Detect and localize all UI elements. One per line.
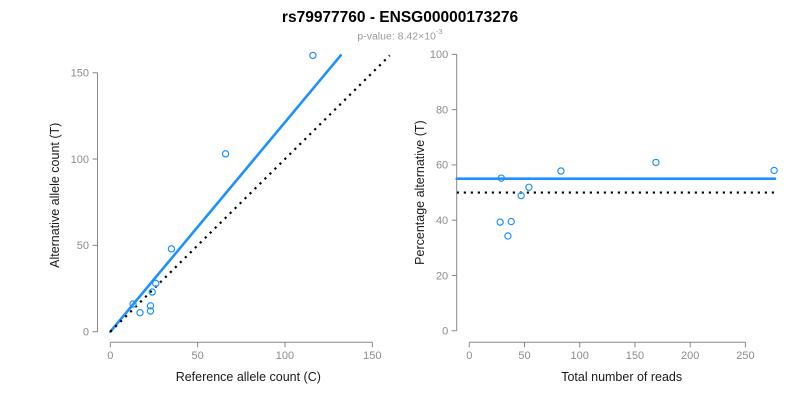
y-axis-title: Alternative allele count (T)	[48, 123, 62, 268]
y-axis-title: Percentage alternative (T)	[413, 120, 427, 265]
data-point	[152, 279, 160, 288]
data-point	[496, 218, 504, 226]
data-point	[129, 300, 137, 308]
x-tick-label: 250	[736, 350, 754, 362]
data-point	[652, 158, 660, 167]
data-point	[309, 51, 317, 60]
x-tick-label: 0	[466, 350, 472, 362]
data-point	[146, 302, 155, 310]
x-tick-label: 50	[192, 350, 204, 362]
data-point	[504, 232, 512, 240]
y-tick-label: 40	[436, 215, 448, 227]
y-tick-label: 0	[83, 327, 89, 339]
data-point	[507, 217, 515, 226]
y-tick-label: 60	[436, 160, 448, 172]
x-tick-label: 100	[276, 350, 294, 362]
data-point	[136, 309, 144, 317]
allele-counts-plot: 0 50 100 150 0 50 100 150 Reference allele count…	[48, 51, 391, 384]
plot-title: rs79977760 - ENSG00000173276	[281, 9, 519, 26]
x-tick-label: 150	[626, 350, 644, 362]
x-tick-label: 100	[571, 350, 589, 362]
y-tick-label: 80	[436, 104, 448, 116]
x-tick-label: 200	[681, 350, 699, 362]
x-tick-label: 50	[518, 350, 530, 362]
pvalue-text: p-value: 8.42×10	[357, 30, 436, 43]
data-point	[525, 183, 533, 191]
x-axis-title: Reference allele count (C)	[176, 370, 321, 384]
identity-line	[109, 54, 391, 333]
y-tick-label: 20	[436, 270, 448, 282]
y-tick-label: 0	[442, 326, 448, 338]
percentage-alternative-plot: 0 20 40 60 80 100 0 50 100 150 200 250 Total number …	[413, 49, 778, 384]
y-tick-label: 100	[430, 49, 448, 61]
pvalue-exponent: -3	[435, 27, 443, 36]
y-tick-label: 50	[77, 240, 89, 252]
data-point	[497, 174, 505, 182]
y-tick-label: 150	[71, 67, 89, 79]
data-point	[517, 191, 525, 200]
data-point	[557, 167, 565, 175]
x-tick-label: 0	[107, 350, 113, 362]
data-point	[148, 288, 156, 296]
data-point	[770, 166, 778, 175]
x-axis-title: Total number of reads	[561, 370, 682, 384]
x-tick-label: 150	[363, 350, 381, 362]
y-tick-label: 100	[71, 154, 89, 166]
haplotype-fit-line	[109, 54, 343, 334]
data-point	[146, 307, 155, 315]
data-point	[167, 245, 176, 253]
plot-subtitle: p-value: 8.42×10-3	[0, 27, 800, 43]
data-point	[221, 150, 230, 158]
